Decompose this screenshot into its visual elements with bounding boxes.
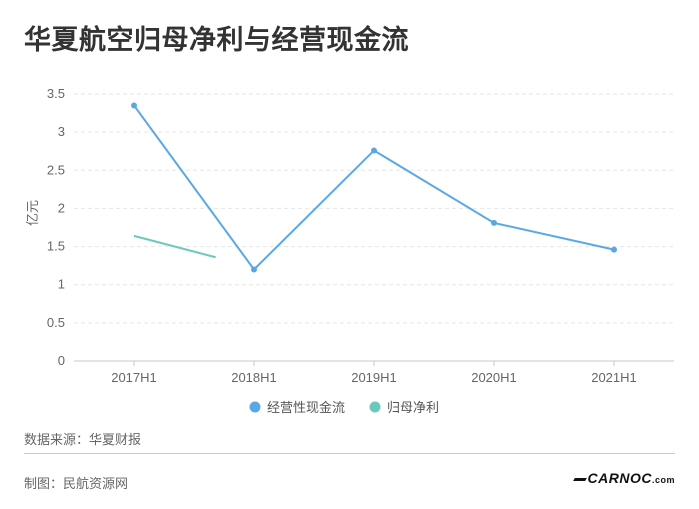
series-line-net-profit: [133, 234, 216, 259]
legend-label: 经营性现金流: [267, 400, 345, 416]
x-tick-label: 2018H1: [231, 370, 277, 385]
data-point-cash-flow[interactable]: [611, 246, 617, 253]
logo-wing-icon: [572, 477, 587, 481]
legend-marker: [369, 401, 381, 413]
logo-text: CARNOC: [587, 470, 652, 486]
y-tick-label: 2.5: [47, 162, 65, 177]
legend-label: 归母净利: [387, 401, 439, 416]
y-tick-label: 2: [58, 200, 65, 215]
x-tick-label: 2019H1: [351, 370, 397, 385]
y-tick-label: 1: [58, 277, 65, 292]
y-tick-label: 0.5: [47, 315, 65, 330]
data-point-cash-flow[interactable]: [251, 266, 257, 273]
data-source-note: 数据来源：华夏财报: [24, 433, 142, 448]
legend-item-net-profit[interactable]: 归母净利: [369, 401, 440, 416]
legend: 经营性现金流 归母净利: [249, 400, 440, 416]
chart-title: 华夏航空归母净利与经营现金流: [24, 25, 409, 56]
x-tick-label: 2021H1: [591, 370, 637, 385]
divider: [24, 453, 675, 454]
series-line-cash-flow: [133, 104, 615, 271]
chart-credit: 制图：民航资源网: [24, 477, 129, 492]
logo-suffix: .com: [651, 475, 675, 485]
y-tick-label: 3: [58, 124, 65, 139]
series-group: [131, 102, 617, 273]
line-chart: 0 0.5 1 1.5 2 2.5 3 3.5 2017H1 2018H1 2019H1 2020H…: [26, 86, 674, 416]
data-point-cash-flow[interactable]: [491, 219, 497, 226]
y-tick-label: 3.5: [47, 86, 65, 101]
x-tick-label: 2020H1: [471, 370, 517, 385]
data-point-cash-flow[interactable]: [371, 147, 377, 154]
x-tick-label: 2017H1: [111, 370, 157, 385]
data-point-cash-flow[interactable]: [131, 102, 137, 109]
y-tick-label: 1.5: [47, 239, 65, 254]
y-axis-label: 亿元: [26, 200, 41, 226]
carnoc-logo: CARNOC.com: [572, 470, 675, 486]
grid-lines: [74, 93, 674, 324]
legend-marker: [249, 401, 261, 413]
y-tick-label: 0: [58, 353, 65, 368]
y-axis: 0 0.5 1 1.5 2 2.5 3 3.5: [47, 86, 65, 368]
legend-item-cash-flow[interactable]: 经营性现金流: [249, 400, 346, 416]
x-axis: 2017H1 2018H1 2019H1 2020H1 2021H1: [74, 360, 674, 385]
